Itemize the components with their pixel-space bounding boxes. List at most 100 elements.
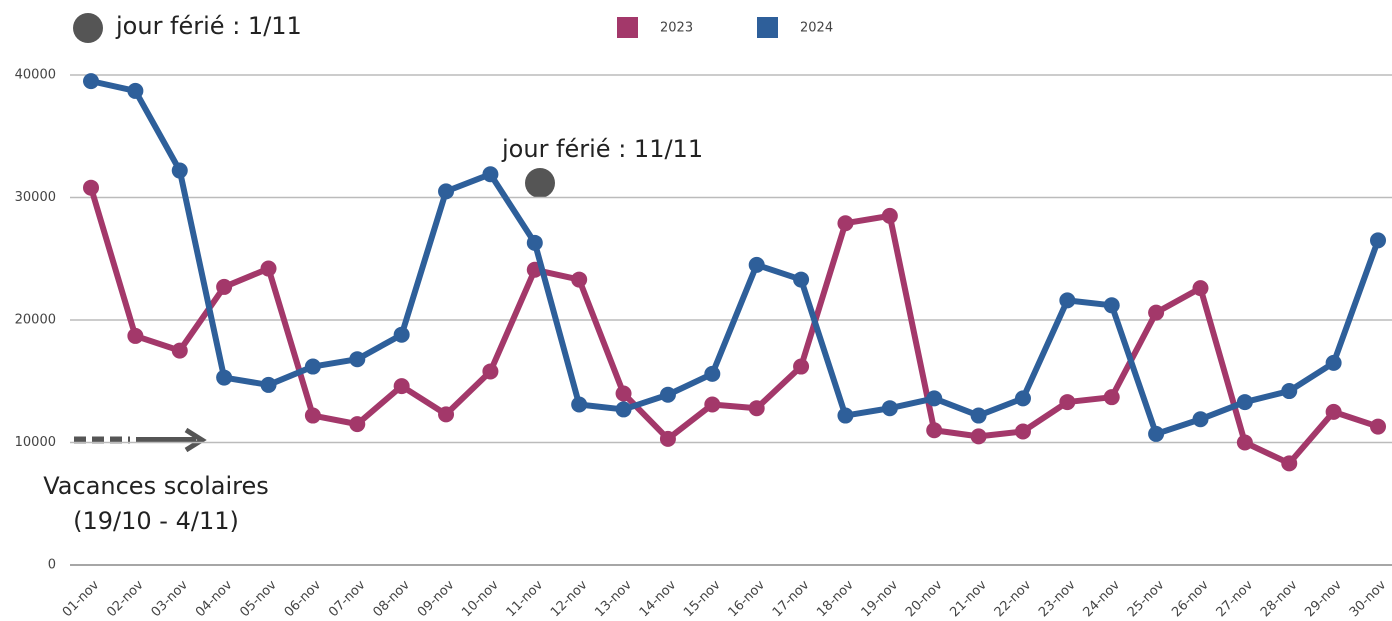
y-tick-label: 30000 (15, 190, 56, 205)
x-tick-label: 23-nov (1036, 577, 1079, 620)
annotation: (19/10 - 4/11) (73, 507, 239, 535)
x-tick-label: 16-nov (725, 577, 768, 620)
legend-swatch (757, 17, 778, 38)
data-point (615, 385, 632, 402)
y-tick-label: 0 (48, 558, 56, 573)
data-point (260, 260, 277, 277)
x-tick-label: 06-nov (282, 577, 325, 620)
data-point (1236, 394, 1253, 411)
data-point (1236, 434, 1253, 451)
holiday-dot (73, 13, 103, 43)
data-point (704, 365, 721, 382)
x-tick-label: 25-nov (1125, 577, 1168, 620)
data-point (926, 390, 943, 407)
data-point (1103, 389, 1120, 406)
data-point (793, 358, 810, 375)
data-point (970, 428, 987, 445)
x-tick-label: 12-nov (548, 577, 591, 620)
y-tick-label: 10000 (15, 435, 56, 450)
x-tick-label: 18-nov (814, 577, 857, 620)
x-tick-label: 13-nov (592, 577, 635, 620)
x-tick-label: 21-nov (947, 577, 990, 620)
holiday-dot (525, 168, 555, 198)
data-point (216, 369, 233, 386)
data-point (1325, 403, 1342, 420)
x-tick-label: 14-nov (637, 577, 680, 620)
data-point (793, 271, 810, 288)
x-tick-label: 11-nov (504, 577, 547, 620)
x-tick-label: 03-nov (149, 577, 192, 620)
data-point (1370, 232, 1386, 249)
data-point (748, 256, 765, 273)
legend-label: 2023 (660, 21, 693, 36)
series-line (90, 78, 1381, 437)
data-point (393, 326, 410, 343)
data-point (1059, 292, 1076, 309)
data-point (704, 396, 721, 413)
data-point (171, 342, 188, 359)
x-tick-label: 10-nov (459, 577, 502, 620)
x-tick-label: 20-nov (903, 577, 946, 620)
data-point (1014, 390, 1031, 407)
x-tick-label: 30-nov (1347, 577, 1390, 620)
data-point (837, 407, 854, 424)
x-tick-label: 02-nov (104, 577, 147, 620)
data-point (83, 73, 99, 90)
data-point (1325, 354, 1342, 371)
data-point (571, 271, 588, 288)
x-tick-label: 22-nov (992, 577, 1035, 620)
data-point (260, 376, 277, 393)
data-point (83, 179, 99, 196)
data-point (615, 401, 632, 418)
data-point (393, 378, 410, 395)
data-point (1192, 280, 1209, 297)
data-point (571, 396, 588, 413)
annotation: jour férié : 11/11 (501, 135, 703, 163)
data-point (1014, 423, 1031, 440)
data-point (970, 407, 987, 424)
data-point (438, 406, 455, 423)
x-tick-label: 26-nov (1169, 577, 1212, 620)
data-point (926, 422, 943, 439)
data-point (1059, 394, 1076, 411)
data-point (349, 416, 366, 433)
data-point (127, 327, 144, 344)
data-point (1192, 411, 1209, 428)
x-tick-label: 05-nov (237, 577, 280, 620)
data-point (482, 166, 499, 183)
x-tick-label: 15-nov (681, 577, 724, 620)
arrow-head (184, 427, 207, 453)
x-tick-label: 09-nov (415, 577, 458, 620)
data-point (881, 207, 898, 224)
data-point (349, 351, 366, 368)
y-tick-label: 20000 (15, 313, 56, 328)
x-tick-label: 27-nov (1214, 577, 1257, 620)
data-point (659, 386, 676, 403)
data-point (526, 234, 543, 251)
data-point (171, 162, 188, 179)
data-point (881, 400, 898, 417)
data-point (1281, 383, 1298, 400)
data-point (304, 358, 321, 375)
data-point (1281, 455, 1298, 472)
data-point (1148, 304, 1165, 321)
data-point (304, 407, 321, 424)
x-tick-label: 19-nov (859, 577, 902, 620)
x-tick-label: 17-nov (770, 577, 813, 620)
data-point (482, 363, 499, 380)
series-line (88, 186, 1379, 467)
x-tick-label: 29-nov (1302, 577, 1345, 620)
x-tick-label: 24-nov (1081, 577, 1124, 620)
data-point (837, 215, 854, 232)
data-point (1370, 418, 1386, 435)
annotation: Vacances scolaires (43, 472, 269, 500)
data-point (659, 430, 676, 447)
y-tick-label: 40000 (15, 68, 56, 83)
x-tick-label: 28-nov (1258, 577, 1301, 620)
data-point (216, 278, 233, 295)
data-point (1148, 425, 1165, 442)
data-point (1103, 297, 1120, 314)
x-tick-label: 01-nov (60, 577, 103, 620)
x-tick-label: 08-nov (370, 577, 413, 620)
